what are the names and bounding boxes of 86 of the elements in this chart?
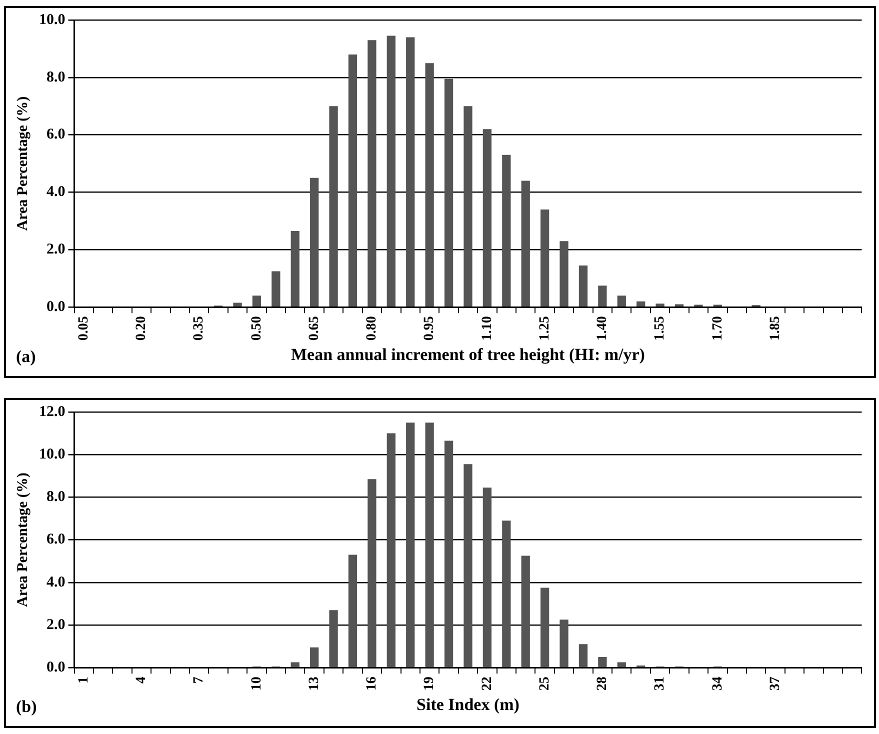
- y-tick-label: 0.0: [46, 659, 66, 676]
- bar: [482, 129, 492, 306]
- bar: [464, 106, 472, 306]
- x-tick-label: 13: [306, 676, 322, 691]
- x-tick-label: 1.85: [768, 316, 783, 341]
- bar: [406, 37, 415, 306]
- bar: [521, 556, 530, 667]
- x-tick-label: 0.05: [76, 316, 92, 341]
- bar: [252, 296, 262, 306]
- bar: [482, 488, 492, 667]
- y-tick-label: 6.0: [46, 532, 66, 548]
- y-tick-label: 10.0: [39, 446, 66, 462]
- x-tick-label: 34: [710, 676, 726, 691]
- bar: [368, 479, 376, 667]
- bar: [444, 78, 454, 306]
- y-tick-label: 8.0: [46, 69, 66, 86]
- x-tick-label: 0.65: [306, 316, 322, 341]
- bar: [617, 662, 626, 667]
- x-tick-label: 22: [480, 676, 495, 691]
- x-tick-label: 1.55: [652, 316, 668, 341]
- x-tick-label: 25: [537, 676, 552, 691]
- text: (b): [16, 696, 37, 716]
- bar: [560, 241, 568, 306]
- y-tick-label: 10.0: [39, 12, 66, 28]
- x-tick-label: 16: [364, 676, 380, 691]
- bar: [310, 178, 319, 306]
- x-tick-label: 1: [76, 676, 92, 684]
- x-tick-label: 7: [192, 676, 207, 684]
- bar: [636, 301, 646, 306]
- bar: [290, 231, 300, 306]
- x-tick-label: 0.50: [249, 316, 264, 341]
- x-tick-label: 1.40: [595, 316, 610, 341]
- bar: [368, 40, 376, 306]
- bar: [272, 271, 280, 306]
- bar: [329, 610, 338, 667]
- bar: [502, 154, 511, 306]
- bar: [617, 296, 626, 306]
- x-tick-label: 37: [768, 676, 783, 691]
- bar: [386, 36, 396, 306]
- bar: [598, 656, 607, 667]
- bar: [502, 520, 511, 667]
- bar: [540, 588, 550, 667]
- bar: [329, 106, 338, 306]
- y-tick-label: 4.0: [46, 184, 66, 200]
- x-tick-label: 1.70: [710, 316, 726, 341]
- y-axis-title: Area Percentage (%): [14, 472, 31, 607]
- bar: [290, 662, 300, 667]
- y-axis-title: Area Percentage (%): [14, 96, 31, 231]
- bar: [464, 464, 472, 667]
- x-tick-label: 1.25: [537, 316, 552, 341]
- bar: [444, 440, 454, 667]
- bar: [521, 180, 530, 306]
- x-tick-label: 31: [652, 676, 668, 691]
- bar: [425, 422, 434, 667]
- y-tick-label: 6.0: [46, 126, 66, 143]
- y-tick-label: 4.0: [46, 574, 66, 590]
- y-tick-label: 8.0: [46, 489, 66, 506]
- x-tick-label: 28: [595, 676, 610, 691]
- x-tick-label: 0.20: [134, 316, 150, 341]
- x-tick-label: 0.95: [422, 316, 438, 341]
- x-tick-label: 10: [249, 676, 264, 691]
- bar: [425, 63, 434, 306]
- x-axis-title: Site Index (m): [416, 695, 520, 714]
- x-axis-title: Mean annual increment of tree height (HI: m/yr): [291, 345, 645, 364]
- bar: [578, 644, 588, 667]
- bar: [656, 304, 664, 306]
- bar: [386, 433, 396, 667]
- bar: [348, 554, 358, 667]
- bar: [598, 286, 607, 306]
- y-tick-label: 2.0: [46, 616, 66, 633]
- bar: [540, 209, 550, 306]
- x-tick-label: 1.10: [480, 316, 495, 341]
- x-tick-label: 4: [134, 676, 150, 684]
- text: (a): [16, 346, 36, 366]
- y-tick-label: 2.0: [46, 242, 66, 258]
- bar: [560, 620, 568, 667]
- bar: [233, 302, 242, 306]
- x-tick-label: 0.80: [364, 316, 380, 341]
- bar: [578, 265, 588, 306]
- bar: [348, 54, 358, 306]
- x-tick-label: 0.35: [192, 316, 207, 341]
- bar: [406, 422, 415, 667]
- y-tick-label: 12.0: [39, 404, 66, 420]
- bar: [310, 647, 319, 667]
- x-tick-label: 19: [422, 676, 438, 691]
- y-tick-label: 0.0: [46, 298, 66, 315]
